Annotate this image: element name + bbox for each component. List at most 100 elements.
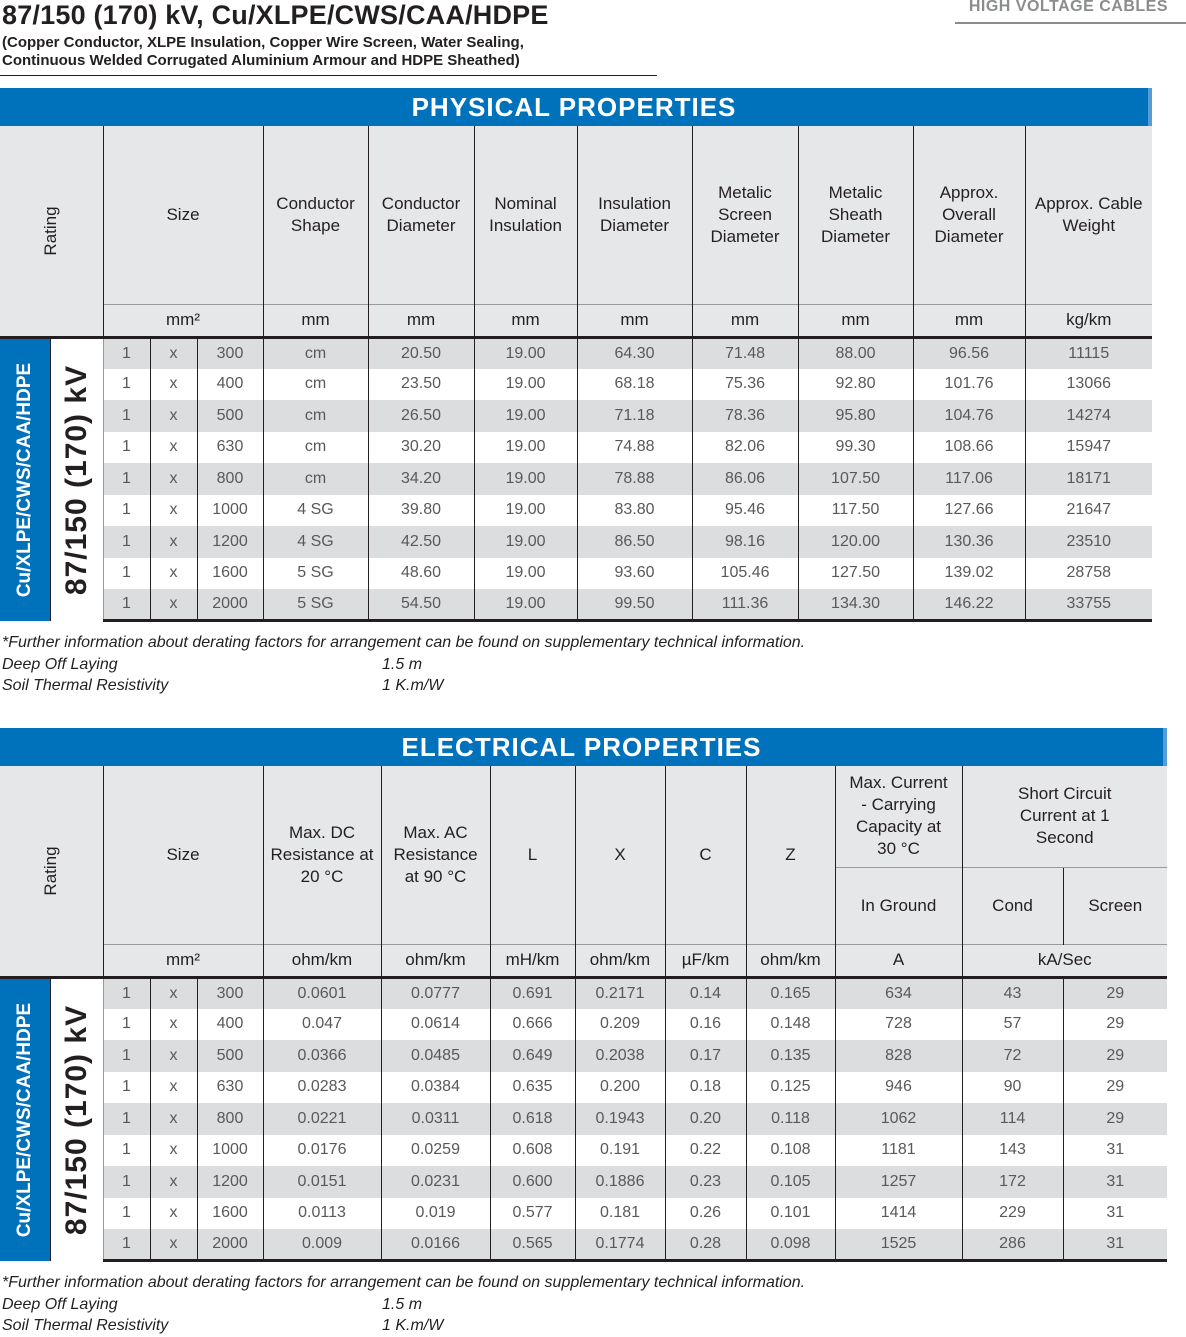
table-cell: 400 bbox=[196, 1008, 263, 1040]
electrical-notes: *Further information about derating fact… bbox=[2, 1272, 805, 1337]
table-cell: 34.20 bbox=[367, 463, 475, 495]
column-header: Max. DC Resistance at 20 °C bbox=[262, 766, 381, 944]
table-cell: 96.56 bbox=[912, 337, 1026, 369]
table-row: 1 x 1600 0.0113 0.019 0.577 0.181 0.26 0.101 1414… bbox=[0, 1197, 1167, 1229]
table-cell: 1 bbox=[102, 526, 150, 558]
table-row: 1 x 630 cm 30.20 19.00 74.88 82.06 99.30 108.66 15… bbox=[0, 431, 1153, 463]
table-cell: 43 bbox=[961, 977, 1063, 1009]
voltage-rating-label: 87/150 (170) kV bbox=[49, 977, 103, 1261]
table-row: 1 x 630 0.0283 0.0384 0.635 0.200 0.18 0.125 946 9… bbox=[0, 1071, 1167, 1103]
table-cell: 634 bbox=[834, 977, 962, 1009]
table-cell: 1 bbox=[102, 463, 150, 495]
physical-banner: PHYSICAL PROPERTIES bbox=[0, 88, 1152, 126]
table-cell: 0.0311 bbox=[380, 1103, 490, 1135]
table-cell: 172 bbox=[961, 1166, 1063, 1198]
table-cell: 1200 bbox=[196, 1166, 263, 1198]
table-row: 1 x 400 cm 23.50 19.00 68.18 75.36 92.80 101.76 13… bbox=[0, 368, 1153, 400]
table-cell: 0.600 bbox=[489, 1166, 575, 1198]
table-cell: x bbox=[149, 337, 197, 369]
table-cell: 14274 bbox=[1024, 400, 1153, 432]
table-cell: 127.50 bbox=[797, 557, 914, 589]
voltage-rating-label: 87/150 (170) kV bbox=[49, 337, 103, 621]
table-cell: 0.23 bbox=[664, 1166, 746, 1198]
table-cell: 26.50 bbox=[367, 400, 475, 432]
table-row: 1 x 800 cm 34.20 19.00 78.88 86.06 107.50 117.06 1… bbox=[0, 463, 1153, 495]
table-cell: 1 bbox=[102, 977, 150, 1009]
table-cell: 0.0601 bbox=[262, 977, 381, 1009]
table-cell: 23.50 bbox=[367, 368, 475, 400]
table-cell: 286 bbox=[961, 1229, 1063, 1262]
table-cell: 0.0259 bbox=[380, 1134, 490, 1166]
column-header: Approx. Cable Weight bbox=[1024, 126, 1153, 304]
table-cell: 1000 bbox=[196, 494, 264, 526]
table-cell: 946 bbox=[834, 1071, 962, 1103]
table-cell: cm bbox=[262, 463, 369, 495]
subtitle-line-2: Continuous Welded Corrugated Aluminium A… bbox=[2, 52, 520, 69]
table-cell: 0.1886 bbox=[574, 1166, 665, 1198]
table-cell: 1 bbox=[102, 368, 150, 400]
table-cell: 78.88 bbox=[576, 463, 693, 495]
table-row: 1 x 1000 0.0176 0.0259 0.608 0.191 0.22 0.108 118… bbox=[0, 1134, 1167, 1166]
table-cell: 99.30 bbox=[797, 431, 914, 463]
unit-header: mm bbox=[797, 303, 914, 337]
table-cell: 828 bbox=[834, 1040, 962, 1072]
table-cell: 111.36 bbox=[691, 589, 799, 622]
page-subtitle: (Copper Conductor, XLPE Insulation, Copp… bbox=[2, 34, 524, 70]
page-title: 87/150 (170) kV, Cu/XLPE/CWS/CAA/HDPE bbox=[2, 0, 549, 30]
table-cell: 0.22 bbox=[664, 1134, 746, 1166]
table-row: 1 x 2000 0.009 0.0166 0.565 0.1774 0.28 0.098 152… bbox=[0, 1229, 1167, 1262]
table-cell: 1 bbox=[102, 1071, 150, 1103]
table-cell: 95.46 bbox=[691, 494, 799, 526]
table-cell: 0.649 bbox=[489, 1040, 575, 1072]
table-cell: 93.60 bbox=[576, 557, 693, 589]
table-cell: 0.20 bbox=[664, 1103, 746, 1135]
table-cell: 48.60 bbox=[367, 557, 475, 589]
table-cell: 108.66 bbox=[912, 431, 1026, 463]
table-cell: 0.118 bbox=[745, 1103, 835, 1135]
unit-header: mm bbox=[367, 303, 475, 337]
cable-type-label: Cu/XLPE/CWS/CAA/HDPE bbox=[0, 977, 50, 1261]
table-cell: 20.50 bbox=[367, 337, 475, 369]
table-cell: 139.02 bbox=[912, 557, 1026, 589]
column-header: Metalic Screen Diameter bbox=[691, 126, 799, 304]
table-cell: cm bbox=[262, 368, 369, 400]
footnote: *Further information about derating fact… bbox=[2, 1274, 806, 1291]
table-cell: 0.16 bbox=[664, 1008, 746, 1040]
table-cell: 72 bbox=[961, 1040, 1063, 1072]
table-cell: x bbox=[149, 589, 197, 622]
table-cell: x bbox=[149, 368, 197, 400]
table-cell: 86.06 bbox=[691, 463, 799, 495]
short-circuit-header: Short Circuit Current at 1 Second bbox=[961, 766, 1167, 867]
unit-header: ohm/km bbox=[262, 943, 381, 977]
soil-label: Soil Thermal Resistivity bbox=[2, 677, 169, 694]
table-cell: 31 bbox=[1062, 1229, 1167, 1262]
table-cell: 0.0231 bbox=[380, 1166, 490, 1198]
table-cell: 0.0176 bbox=[262, 1134, 381, 1166]
depth-value: 1.5 m bbox=[382, 1295, 423, 1313]
table-cell: 300 bbox=[196, 977, 263, 1009]
table-cell: 229 bbox=[961, 1197, 1063, 1229]
unit-header: mm bbox=[576, 303, 693, 337]
table-cell: 300 bbox=[196, 337, 264, 369]
unit-header: ohm/km bbox=[380, 943, 490, 977]
table-cell: 0.105 bbox=[745, 1166, 835, 1198]
table-cell: 0.047 bbox=[262, 1008, 381, 1040]
table-cell: 1 bbox=[102, 1134, 150, 1166]
table-cell: 18171 bbox=[1024, 463, 1153, 495]
title-divider bbox=[0, 75, 657, 76]
table-cell: 1600 bbox=[196, 1197, 263, 1229]
table-cell: 114 bbox=[961, 1103, 1063, 1135]
table-cell: x bbox=[149, 494, 197, 526]
table-cell: 0.1774 bbox=[574, 1229, 665, 1262]
electrical-properties-section: ELECTRICAL PROPERTIES Rating Size Max. DC … bbox=[0, 728, 1167, 1262]
table-cell: 0.2171 bbox=[574, 977, 665, 1009]
table-row: 1 x 1200 4 SG 42.50 19.00 86.50 98.16 120.00 130.… bbox=[0, 526, 1153, 558]
table-cell: x bbox=[149, 557, 197, 589]
table-cell: 0.0614 bbox=[380, 1008, 490, 1040]
table-cell: 0.125 bbox=[745, 1071, 835, 1103]
table-row: 1 x 500 cm 26.50 19.00 71.18 78.36 95.80 104.76 14… bbox=[0, 400, 1153, 432]
cable-type-label: Cu/XLPE/CWS/CAA/HDPE bbox=[0, 337, 50, 621]
table-cell: 78.36 bbox=[691, 400, 799, 432]
unit-header: ohm/km bbox=[745, 943, 835, 977]
table-cell: 1 bbox=[102, 589, 150, 622]
